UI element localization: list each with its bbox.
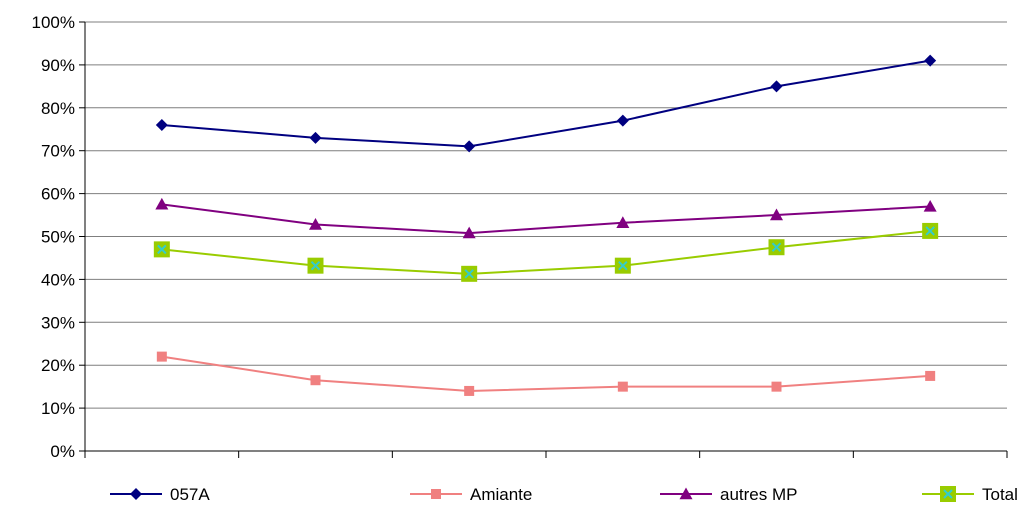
axes	[84, 22, 1008, 458]
y-tick-label: 60%	[41, 185, 75, 204]
series-amiante	[156, 351, 936, 396]
data-point	[616, 216, 630, 228]
y-tick-label: 10%	[41, 399, 75, 418]
data-point	[770, 208, 783, 221]
legend-label: 057A	[170, 485, 210, 504]
series-total	[153, 222, 939, 282]
data-point	[922, 222, 939, 239]
legend-item-autres-mp: autres MP	[660, 485, 797, 504]
data-point	[155, 197, 169, 210]
y-tick-label: 70%	[41, 142, 75, 161]
data-point	[461, 265, 478, 282]
data-point	[768, 239, 785, 256]
data-point	[924, 54, 937, 67]
y-tick-label: 0%	[50, 442, 75, 461]
gridlines	[85, 21, 1007, 409]
data-point	[770, 80, 783, 93]
data-point	[463, 140, 476, 153]
data-point	[307, 257, 324, 274]
data-point	[310, 375, 321, 386]
legend-item-057a: 057A	[110, 485, 210, 504]
data-point	[614, 257, 631, 274]
data-point	[153, 241, 170, 258]
legend-marker	[940, 486, 956, 502]
legend-item-amiante: Amiante	[410, 485, 532, 504]
data-point	[617, 381, 628, 392]
legend-marker	[431, 489, 441, 499]
series-autres-mp	[155, 197, 937, 239]
legend-item-total: Total	[922, 485, 1018, 504]
data-point	[616, 114, 629, 127]
y-tick-label: 20%	[41, 356, 75, 375]
legend-label: Total	[982, 485, 1018, 504]
legend-marker	[130, 488, 142, 500]
data-point	[309, 131, 322, 144]
y-tick-label: 90%	[41, 56, 75, 75]
series-line	[161, 203, 931, 235]
y-tick-label: 50%	[41, 228, 75, 247]
data-point	[155, 118, 168, 131]
legend-label: autres MP	[720, 485, 797, 504]
data-point	[923, 199, 937, 212]
data-point	[156, 351, 167, 362]
y-tick-label: 100%	[32, 13, 75, 32]
data-point	[462, 226, 476, 239]
series-line	[161, 229, 931, 275]
series-group	[153, 54, 939, 396]
series-line	[161, 355, 931, 392]
data-point	[771, 381, 782, 392]
y-axis-ticks: 0% 10% 20% 30% 40% 50% 60% 70% 80% 90% 100%	[32, 13, 85, 461]
y-tick-label: 40%	[41, 270, 75, 289]
legend: 057A Amiante autres MP Total	[110, 485, 1018, 504]
data-point	[464, 385, 475, 396]
legend-label: Amiante	[470, 485, 532, 504]
y-tick-label: 30%	[41, 313, 75, 332]
series-057a	[155, 54, 937, 153]
legend-marker	[679, 487, 693, 500]
data-point	[925, 370, 936, 381]
series-line	[161, 59, 931, 148]
data-point	[309, 217, 322, 230]
y-tick-label: 80%	[41, 99, 75, 118]
